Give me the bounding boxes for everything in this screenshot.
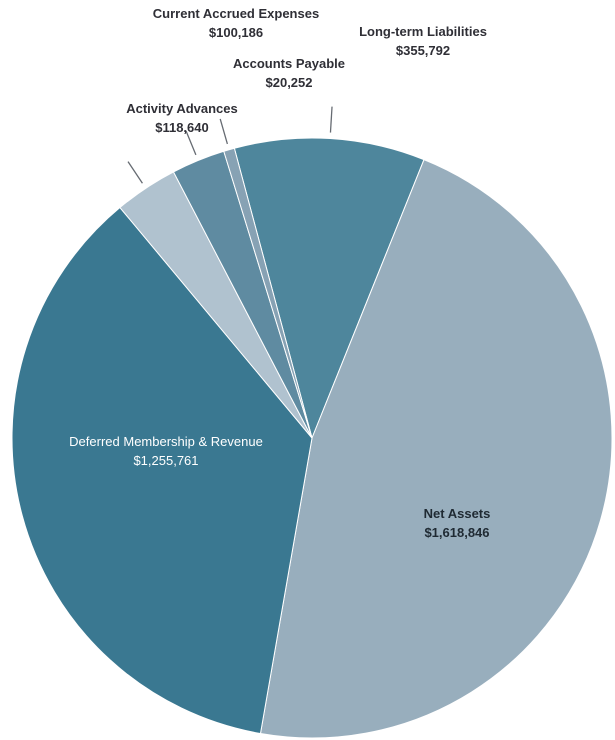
leader-line-current-accrued-expenses [185,130,197,156]
slice-value: $20,252 [266,75,313,90]
slice-name: Net Assets [424,506,491,521]
slice-value: $355,792 [396,43,450,58]
leader-line-long-term-liabilities [329,106,333,133]
pie-slice-deferred-membership-revenue [11,206,313,735]
slice-name: Long-term Liabilities [359,24,487,39]
slice-label-current-accrued-expenses: Current Accrued Expenses $100,186 [153,6,319,40]
slice-name: Activity Advances [126,101,238,116]
slice-value: $118,640 [155,120,209,135]
slice-label-deferred-membership-revenue: Deferred Membership & Revenue $1,255,761 [69,434,263,468]
pie-slices [11,137,613,739]
slice-label-accounts-payable: Accounts Payable $20,252 [233,56,345,90]
leader-line-accounts-payable [219,118,229,145]
slice-value: $1,255,761 [133,453,198,468]
slice-label-long-term-liabilities: Long-term Liabilities $355,792 [359,24,487,58]
slice-name: Deferred Membership & Revenue [69,434,263,449]
leader-line-activity-advances [127,161,143,184]
leader-lines [127,106,333,184]
slice-label-activity-advances: Activity Advances $118,640 [126,101,238,135]
pie-slice-accounts-payable [223,147,313,439]
slice-value: $100,186 [209,25,263,40]
slice-name: Accounts Payable [233,56,345,71]
pie-slice-net-assets [259,159,613,739]
slice-value: $1,618,846 [424,525,489,540]
pie-slice-long-term-liabilities [233,137,425,440]
slice-label-net-assets: Net Assets $1,618,846 [424,506,491,540]
slice-name: Current Accrued Expenses [153,6,319,21]
